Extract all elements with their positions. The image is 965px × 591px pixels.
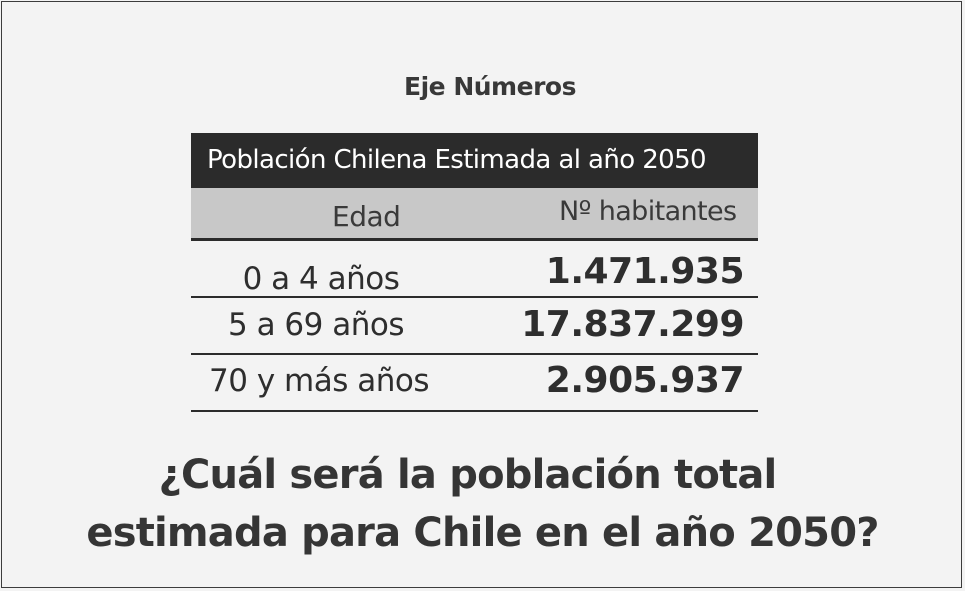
header-age: Edad xyxy=(332,200,401,233)
table-header-row: Edad Nº habitantes xyxy=(191,188,758,241)
table-row: 0 a 4 años 1.471.935 xyxy=(191,241,758,298)
population-table: Población Chilena Estimada al año 2050 E… xyxy=(191,133,758,412)
table-row: 70 y más años 2.905.937 xyxy=(191,355,758,412)
table-row: 5 a 69 años 17.837.299 xyxy=(191,298,758,355)
section-title: Eje Números xyxy=(404,72,576,101)
table-title: Población Chilena Estimada al año 2050 xyxy=(191,133,758,188)
age-range-cell: 0 a 4 años xyxy=(242,261,400,297)
question-line-1: ¿Cuál será la población total xyxy=(158,452,778,498)
population-cell: 2.905.937 xyxy=(545,360,745,401)
population-cell: 1.471.935 xyxy=(545,251,745,292)
question-line-2: estimada para Chile en el año 2050? xyxy=(86,510,879,556)
population-cell: 17.837.299 xyxy=(521,304,744,345)
question-text: ¿Cuál será la población total estimada p… xyxy=(0,446,965,562)
age-range-cell: 70 y más años xyxy=(209,363,429,399)
age-range-cell: 5 a 69 años xyxy=(228,307,405,343)
header-count: Nº habitantes xyxy=(559,196,737,227)
